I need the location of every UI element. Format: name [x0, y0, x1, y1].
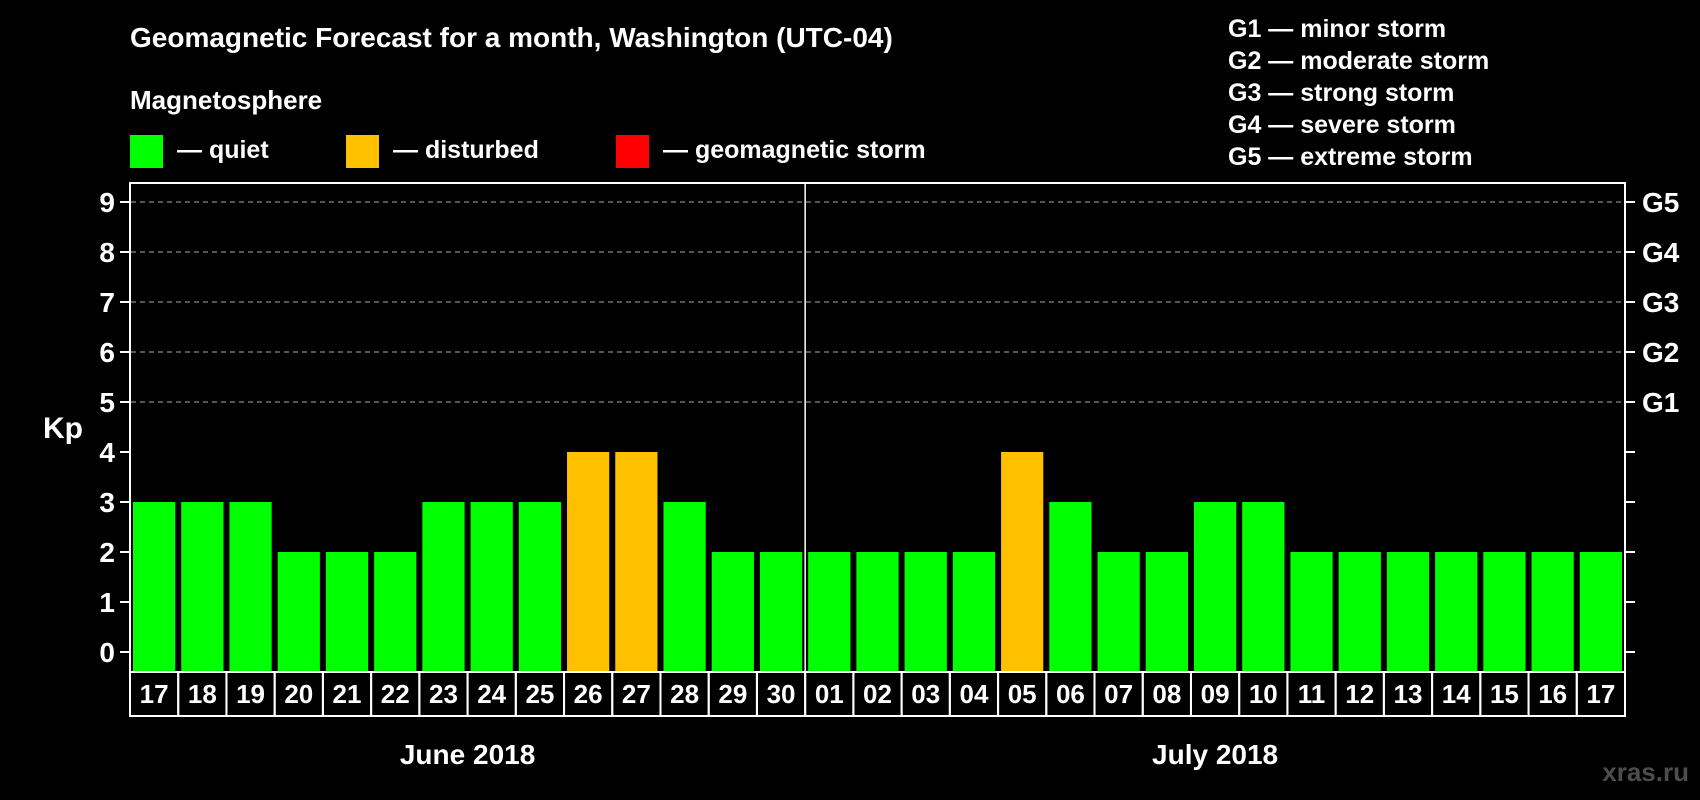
scale-legend-g1: G1 — minor storm [1228, 15, 1446, 43]
date-label-25: 11 [1298, 679, 1326, 709]
right-tick-label-g5: G5 [1642, 187, 1679, 218]
legend-swatch-disturbed [346, 135, 379, 168]
scale-legend-g3: G3 — strong storm [1228, 79, 1454, 107]
bar-day-2 [181, 502, 224, 672]
y-axis-label: Kp [43, 412, 83, 445]
date-label-2: 18 [188, 679, 217, 709]
right-tick-label-g4: G4 [1642, 237, 1680, 268]
bar-day-3 [229, 502, 272, 672]
chart-title: Geomagnetic Forecast for a month, Washin… [130, 22, 893, 53]
right-tick-label-g3: G3 [1642, 287, 1679, 318]
bar-day-5 [325, 552, 369, 672]
bar-day-10 [567, 452, 610, 672]
y-tick-label-0: 0 [99, 637, 115, 668]
legend-label-storm: — geomagnetic storm [663, 136, 926, 164]
date-label-4: 20 [284, 679, 313, 709]
bar-day-27 [1386, 552, 1430, 672]
bar-day-19 [1001, 452, 1044, 672]
bar-day-20 [1049, 502, 1092, 672]
date-label-27: 13 [1394, 679, 1423, 709]
date-label-11: 27 [622, 679, 651, 709]
date-label-18: 04 [959, 679, 988, 709]
scale-legend-g2: G2 — moderate storm [1228, 47, 1489, 75]
right-tick-label-g2: G2 [1642, 337, 1679, 368]
date-label-15: 01 [815, 679, 844, 709]
bar-day-21 [1097, 552, 1140, 672]
date-label-7: 23 [429, 679, 458, 709]
bar-day-12 [663, 502, 706, 672]
bar-day-4 [277, 552, 320, 672]
bar-day-25 [1290, 552, 1333, 672]
bar-day-9 [518, 502, 562, 672]
date-label-17: 03 [911, 679, 940, 709]
bar-day-6 [374, 552, 417, 672]
y-tick-label-6: 6 [99, 337, 115, 368]
y-tick-label-8: 8 [99, 237, 115, 268]
bar-day-16 [856, 552, 899, 672]
bar-day-7 [422, 502, 465, 672]
y-tick-label-7: 7 [99, 287, 115, 318]
date-label-31: 17 [1586, 679, 1615, 709]
bar-day-31 [1579, 552, 1622, 672]
watermark: xras.ru [1602, 757, 1689, 787]
legend-swatch-quiet [130, 135, 163, 168]
bar-day-28 [1435, 552, 1478, 672]
date-label-23: 09 [1201, 679, 1230, 709]
y-tick-label-3: 3 [99, 487, 115, 518]
date-label-5: 21 [333, 679, 362, 709]
date-label-19: 05 [1008, 679, 1037, 709]
y-tick-label-2: 2 [99, 537, 115, 568]
y-tick-label-4: 4 [99, 437, 115, 468]
bar-day-26 [1338, 552, 1381, 672]
date-label-22: 08 [1152, 679, 1181, 709]
date-label-9: 25 [525, 679, 554, 709]
date-label-28: 14 [1442, 679, 1471, 709]
date-label-24: 10 [1249, 679, 1278, 709]
date-label-14: 30 [767, 679, 796, 709]
date-label-13: 29 [718, 679, 747, 709]
bar-day-14 [759, 552, 803, 672]
date-label-3: 19 [236, 679, 265, 709]
y-tick-label-1: 1 [99, 587, 115, 618]
bar-day-30 [1531, 552, 1574, 672]
bar-day-24 [1242, 502, 1285, 672]
legend-label-quiet: — quiet [177, 136, 269, 164]
y-tick-label-9: 9 [99, 187, 115, 218]
bar-day-18 [952, 552, 996, 672]
legend-heading: Magnetosphere [130, 85, 322, 115]
bar-day-11 [615, 452, 658, 672]
right-tick-label-g1: G1 [1642, 387, 1679, 418]
date-label-29: 15 [1490, 679, 1519, 709]
scale-legend-g5: G5 — extreme storm [1228, 143, 1473, 171]
date-label-30: 16 [1538, 679, 1567, 709]
date-label-26: 12 [1345, 679, 1374, 709]
date-label-12: 28 [670, 679, 699, 709]
bar-day-29 [1483, 552, 1526, 672]
bar-day-22 [1145, 552, 1188, 672]
date-label-16: 02 [863, 679, 892, 709]
legend-label-disturbed: — disturbed [393, 136, 539, 164]
bar-day-17 [904, 552, 947, 672]
bar-day-1 [133, 502, 176, 672]
date-label-8: 24 [477, 679, 506, 709]
bar-day-8 [470, 502, 513, 672]
month-label-2: July 2018 [1152, 739, 1278, 770]
date-cell-31 [1575, 671, 1626, 717]
scale-legend-g4: G4 — severe storm [1228, 111, 1456, 139]
bar-day-15 [808, 552, 851, 672]
month-label-1: June 2018 [400, 739, 535, 770]
date-label-21: 07 [1104, 679, 1133, 709]
date-label-1: 17 [140, 679, 169, 709]
date-label-10: 26 [574, 679, 603, 709]
date-label-6: 22 [381, 679, 410, 709]
y-tick-label-5: 5 [99, 387, 115, 418]
bar-day-23 [1193, 502, 1237, 672]
legend-swatch-storm [616, 135, 649, 168]
bar-day-13 [711, 552, 754, 672]
date-label-20: 06 [1056, 679, 1085, 709]
